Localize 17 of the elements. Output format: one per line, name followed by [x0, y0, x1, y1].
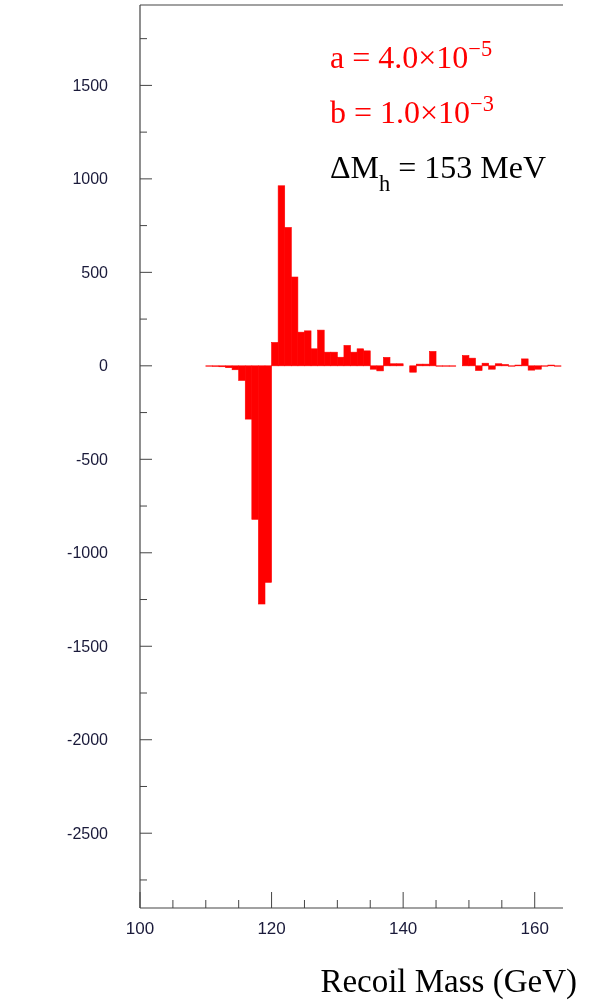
- y-tick-label: -1000: [67, 544, 109, 562]
- y-tick-label: 1000: [72, 170, 109, 188]
- x-tick-label: 100: [125, 919, 155, 938]
- y-tick-label: -1500: [67, 637, 109, 655]
- y-tick-label: -2000: [67, 731, 109, 749]
- x-tick-label: 140: [388, 919, 418, 938]
- annotation: a = 4.0×10$^{−5}$: [330, 35, 493, 75]
- y-tick-label: 500: [81, 263, 109, 281]
- x-tick-label: 120: [257, 919, 286, 938]
- y-tick-label: 0: [99, 357, 109, 375]
- y-tick-label: -2500: [67, 824, 109, 842]
- y-tick-label: 1500: [72, 76, 109, 94]
- x-axis-title: Recoil Mass (GeV): [320, 963, 577, 1000]
- annotation: b = 1.0×10$^{−3}$: [330, 90, 494, 130]
- y-tick-label: -500: [75, 450, 109, 468]
- annotation: ΔM$_{h}$ = 153 MeV: [330, 149, 547, 196]
- x-tick-label: 160: [520, 919, 549, 938]
